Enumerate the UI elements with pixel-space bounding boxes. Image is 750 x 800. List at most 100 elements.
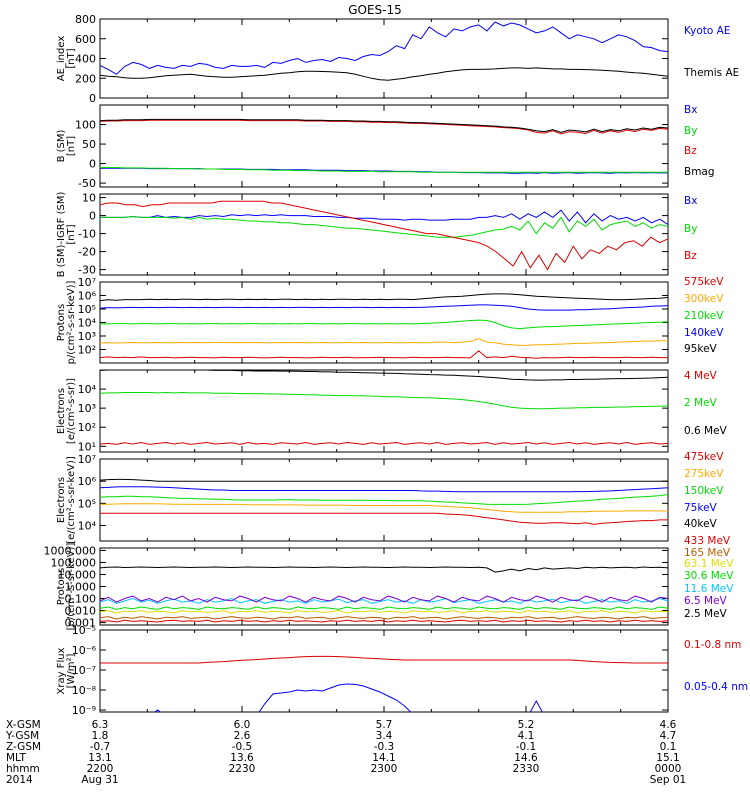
legend-entry: 140keV	[684, 327, 724, 339]
legend-entry: 475keV	[684, 451, 724, 463]
series-line-2-mev	[100, 391, 668, 410]
ephemeris-value: 2300	[371, 763, 398, 775]
y-axis-label: p/(cm²-s-sr-keV)]	[66, 281, 77, 365]
ephemeris-row-label: Y-GSM	[5, 730, 39, 742]
y-tick-label: 10⁻⁵	[72, 624, 96, 637]
y-axis-label: AE_index	[56, 36, 67, 82]
ephemeris-value: -0.7	[90, 741, 111, 753]
series-line-475kev	[100, 512, 668, 525]
legend-entry: 0.1-0.8 nm	[684, 639, 741, 651]
y-tick-label: 10⁴	[78, 519, 97, 532]
y-tick-label: 10⁻⁷	[72, 664, 96, 677]
plot-frame	[99, 629, 669, 713]
ephemeris-value: 15.1	[656, 752, 679, 764]
legend-entry: 300keV	[684, 293, 724, 305]
y-tick-label: 10⁶	[78, 290, 97, 303]
legend-entry: Bz	[684, 250, 697, 262]
y-tick-label: 1000.000	[44, 544, 97, 557]
y-tick-label: 10¹	[78, 440, 96, 453]
y-tick-label: 10⁴	[78, 383, 97, 396]
y-tick-label: 200	[75, 72, 96, 85]
plot-area	[100, 118, 668, 174]
y-axis-label: [e/(cm²-s-sr-keV)]	[66, 456, 77, 544]
series-line-75kev	[100, 486, 668, 493]
series-line-95kev	[100, 293, 668, 302]
y-axis-label: [nT]	[66, 224, 77, 244]
ephemeris-value: 14.6	[514, 752, 538, 764]
series-line-by	[100, 215, 668, 238]
series-line-0-6-mev	[100, 370, 668, 381]
plot-frame	[99, 18, 669, 99]
legend-entry: 11.6 MeV	[684, 583, 734, 595]
plot-area	[100, 655, 668, 712]
y-axis-label: [p/(cm²-s-sr-keV)]	[66, 543, 77, 631]
panel-6: 10⁴ 10⁵ 10⁶ 10⁷ Electrons [e/(cm²-s-sr-keV)] 4…	[56, 451, 724, 544]
ephemeris-value: 0.1	[660, 741, 677, 753]
y-tick-label: 10²	[78, 344, 96, 357]
y-axis-label: [W/m²]	[66, 653, 77, 688]
y-tick-label: 100.000	[51, 556, 97, 569]
series-line-bz	[100, 119, 668, 135]
y-tick-label: -10	[78, 228, 96, 241]
series-line-4-mev	[100, 441, 668, 445]
ephemeris-row-label: MLT	[6, 752, 26, 764]
legend-entry: 2 MeV	[684, 397, 718, 409]
panel-5: 10¹ 10² 10³ 10⁴ Electrons [e/(cm²-s-sr)] 4 MeV…	[56, 369, 728, 453]
y-tick-label: 10⁻⁹	[72, 704, 96, 717]
ephemeris-value: 13.6	[230, 752, 254, 764]
ephemeris-value: 3.4	[376, 730, 393, 742]
legend-entry: 433 MeV	[684, 535, 731, 547]
legend-entry: By	[684, 223, 697, 235]
series-line-0-05-0-4-nm	[154, 683, 543, 712]
figure-title: GOES-15	[348, 3, 402, 17]
legend-entry: Bmag	[684, 166, 715, 178]
y-tick-label: 10⁻⁸	[72, 684, 97, 697]
ephemeris-value: 4.7	[660, 730, 677, 742]
series-line-140kev	[100, 304, 668, 311]
y-tick-label: 10⁷	[78, 453, 96, 466]
legend-entry: Bx	[684, 195, 697, 207]
y-tick-label: 10	[82, 192, 96, 205]
series-line-210kev	[100, 319, 668, 330]
y-tick-label: 10⁶	[78, 475, 97, 488]
series-line-63-1-mev	[100, 610, 668, 614]
y-tick-label: 10⁵	[78, 303, 96, 316]
plot-frame	[99, 281, 669, 364]
y-axis-label: Protons	[56, 304, 67, 341]
ephemeris-value: 6.0	[234, 719, 251, 731]
legend-entry: Themis AE	[683, 67, 739, 79]
y-tick-label: -50	[78, 177, 96, 190]
ephemeris-value: -0.1	[516, 741, 537, 753]
y-tick-label: 10³	[78, 402, 96, 415]
y-tick-label: 50	[82, 138, 96, 151]
ephemeris-value: 2200	[87, 763, 114, 775]
ephemeris-row-label: X-GSM	[6, 719, 41, 731]
y-tick-label: 10⁻⁶	[72, 644, 97, 657]
plot-frame	[99, 193, 669, 276]
y-axis-label: B (SM)	[56, 129, 67, 162]
ephemeris-value: 6.3	[92, 719, 109, 731]
series-line-0-1-0-8-nm	[100, 655, 668, 664]
y-tick-label: -20	[78, 246, 96, 259]
legend-entry: 4 MeV	[684, 370, 718, 382]
ephemeris-value: Sep 01	[650, 774, 687, 786]
ephemeris-row-label: Z-GSM	[6, 741, 41, 753]
y-axis-label: B (SM)-IGRF (SM)	[56, 192, 67, 278]
y-tick-label: 600	[75, 33, 96, 46]
series-line-2-5-mev	[100, 566, 668, 573]
legend-entry: 275keV	[684, 468, 724, 480]
legend-entry: 75keV	[684, 502, 718, 514]
y-tick-label: 10⁴	[78, 317, 97, 330]
y-axis-label: [nT]	[66, 136, 77, 156]
series-line-6-5-mev	[100, 595, 668, 603]
y-tick-label: 100	[75, 119, 96, 132]
plot-area	[100, 370, 668, 445]
plot-area	[100, 566, 668, 623]
legend-entry: 210keV	[684, 310, 724, 322]
ephemeris-value: 14.1	[372, 752, 395, 764]
series-line-40kev	[100, 478, 668, 482]
panel-8: 10⁻⁹ 10⁻⁸ 10⁻⁷ 10⁻⁶ 10⁻⁵ Xray Flux [W/m²] 0.1-0…	[56, 624, 748, 717]
